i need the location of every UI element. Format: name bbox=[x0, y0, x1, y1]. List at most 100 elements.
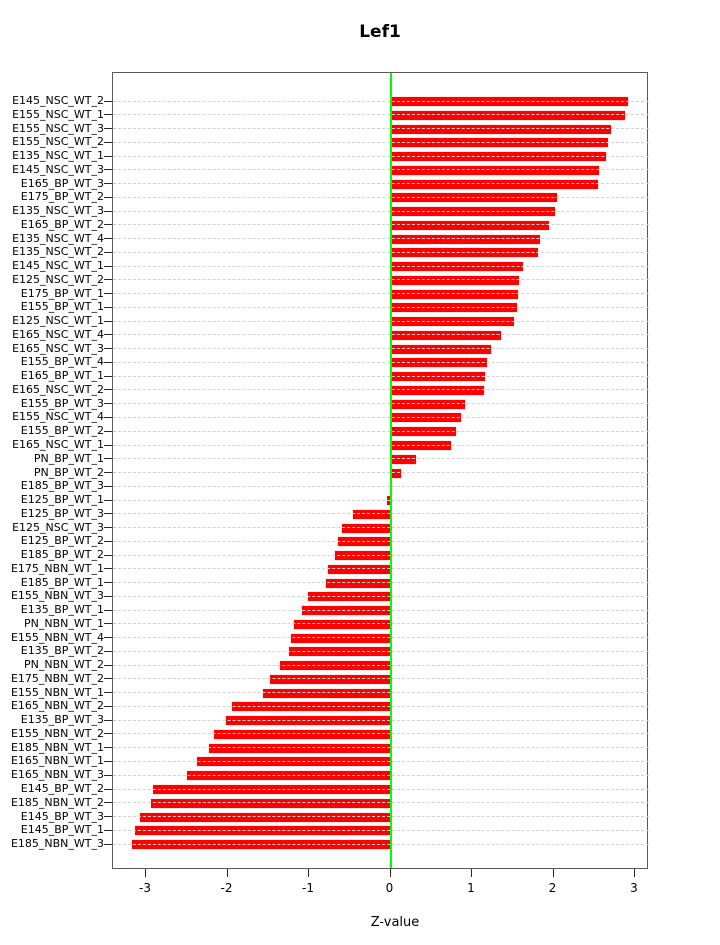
gridline bbox=[113, 320, 649, 322]
y-tick bbox=[104, 650, 112, 652]
y-tick bbox=[104, 334, 112, 336]
y-tick bbox=[104, 183, 112, 185]
bar bbox=[390, 275, 520, 285]
y-axis-label: E165_NBN_WT_3 bbox=[10, 768, 104, 782]
gridline bbox=[113, 210, 649, 212]
y-tick bbox=[104, 692, 112, 694]
y-axis-label: E175_NBN_WT_2 bbox=[10, 671, 104, 685]
bar bbox=[390, 413, 461, 423]
gridline bbox=[113, 582, 649, 584]
y-axis-label: E165_BP_WT_2 bbox=[20, 217, 104, 231]
bar bbox=[390, 110, 626, 120]
y-axis-label: E135_BP_WT_1 bbox=[20, 603, 104, 617]
gridline bbox=[113, 251, 649, 253]
bar bbox=[390, 330, 501, 340]
y-tick bbox=[104, 513, 112, 515]
y-tick bbox=[104, 293, 112, 295]
gridline bbox=[113, 265, 649, 267]
y-axis-label: E125_NSC_WT_2 bbox=[12, 272, 104, 286]
x-tick bbox=[308, 869, 309, 877]
gridline bbox=[113, 430, 649, 432]
y-tick bbox=[104, 582, 112, 584]
gridline bbox=[113, 829, 649, 831]
y-tick bbox=[104, 114, 112, 116]
x-tick-label: -3 bbox=[139, 881, 151, 895]
bar bbox=[387, 496, 391, 506]
gridline bbox=[113, 637, 649, 639]
gridline bbox=[113, 554, 649, 556]
zero-line bbox=[389, 73, 392, 868]
bar bbox=[132, 840, 391, 850]
y-tick bbox=[104, 678, 112, 680]
bar bbox=[214, 729, 391, 739]
y-axis-label: E185_BP_WT_1 bbox=[20, 575, 104, 589]
y-axis-label: E135_NSC_WT_2 bbox=[12, 245, 104, 259]
y-axis-label: E155_NBN_WT_2 bbox=[10, 726, 104, 740]
gridline bbox=[113, 760, 649, 762]
y-tick bbox=[104, 609, 112, 611]
y-tick bbox=[104, 527, 112, 529]
bar bbox=[291, 633, 391, 643]
bar bbox=[390, 468, 402, 478]
x-tick bbox=[389, 869, 391, 877]
y-axis-label: E155_BP_WT_4 bbox=[20, 355, 104, 369]
y-tick bbox=[104, 128, 112, 130]
y-tick bbox=[104, 719, 112, 721]
y-tick bbox=[104, 829, 112, 831]
gridline bbox=[113, 595, 649, 597]
gridline bbox=[113, 128, 649, 130]
bar bbox=[269, 674, 391, 684]
x-tick bbox=[552, 869, 554, 877]
gridline bbox=[113, 238, 649, 240]
bar bbox=[342, 523, 391, 533]
bar bbox=[390, 454, 416, 464]
gridline bbox=[113, 100, 649, 102]
y-axis-label: E125_NSC_WT_1 bbox=[12, 314, 104, 328]
bar bbox=[225, 716, 391, 726]
y-axis-label: PN_BP_WT_2 bbox=[33, 465, 104, 479]
bar bbox=[335, 551, 391, 561]
bar bbox=[390, 220, 549, 230]
plot-area bbox=[112, 72, 649, 869]
y-tick bbox=[104, 416, 112, 418]
x-tick-label: -2 bbox=[220, 881, 233, 895]
gridline bbox=[113, 623, 649, 625]
gridline bbox=[113, 527, 649, 529]
bar bbox=[390, 399, 465, 409]
y-axis-label: E165_NSC_WT_2 bbox=[12, 382, 104, 396]
bar bbox=[390, 207, 556, 217]
bar bbox=[390, 262, 524, 272]
y-tick bbox=[104, 306, 112, 308]
gridline bbox=[113, 472, 649, 474]
y-axis-label: E145_NSC_WT_3 bbox=[12, 162, 104, 176]
x-tick-label: 1 bbox=[467, 881, 475, 895]
y-tick bbox=[104, 595, 112, 597]
gridline bbox=[113, 609, 649, 611]
gridline bbox=[113, 361, 649, 363]
gridline bbox=[113, 513, 649, 515]
bar bbox=[390, 97, 629, 106]
bar bbox=[135, 826, 391, 836]
y-axis-label: E135_BP_WT_2 bbox=[20, 644, 104, 658]
y-tick bbox=[104, 472, 112, 474]
bar bbox=[150, 798, 391, 808]
bar bbox=[390, 165, 600, 175]
gridline bbox=[113, 114, 649, 116]
y-axis-label: E185_NBN_WT_1 bbox=[10, 740, 104, 754]
y-tick bbox=[104, 623, 112, 625]
bar bbox=[390, 179, 598, 189]
y-tick bbox=[104, 843, 112, 845]
gridline bbox=[113, 733, 649, 735]
y-axis-label: E175_BP_WT_1 bbox=[20, 286, 104, 300]
x-tick bbox=[471, 869, 472, 877]
y-axis-label: E185_NBN_WT_2 bbox=[10, 795, 104, 809]
bar bbox=[262, 688, 391, 698]
bar bbox=[301, 606, 391, 616]
gridline bbox=[113, 843, 649, 845]
y-tick bbox=[104, 637, 112, 639]
y-tick bbox=[104, 788, 112, 790]
gridline bbox=[113, 664, 649, 666]
y-axis-label: E185_BP_WT_2 bbox=[20, 548, 104, 562]
y-axis-label: E185_BP_WT_3 bbox=[20, 479, 104, 493]
